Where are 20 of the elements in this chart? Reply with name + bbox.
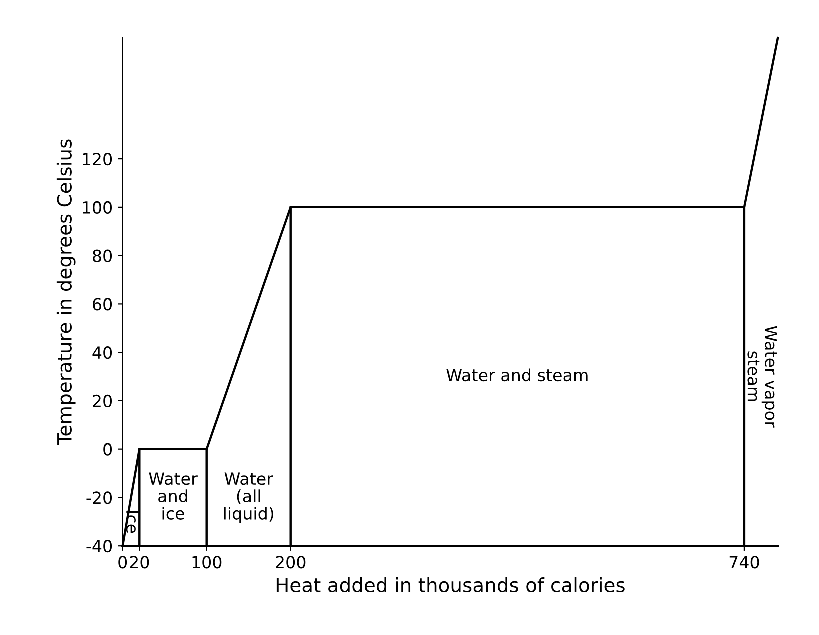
annotation: Water and ice (149, 472, 198, 520)
y-tick-label: 20 (93, 394, 112, 408)
x-tick-label: 20 (130, 556, 150, 569)
annotation: Water vapor steam (748, 326, 778, 428)
annotation: Water and steam (446, 368, 588, 382)
x-tick-label: 740 (730, 556, 760, 569)
y-tick-label: 60 (93, 298, 112, 311)
y-tick-label: -40 (86, 540, 112, 553)
x-tick-label: 200 (276, 556, 306, 569)
y-tick-label: 120 (83, 153, 112, 166)
x-tick-label: 0 (118, 556, 128, 569)
x-axis-title: Heat added in thousands of calories (276, 578, 625, 593)
annotation: Water (all liquid) (224, 472, 274, 524)
y-axis-title: Temperature in degrees Celsius (56, 140, 76, 446)
y-tick-label: -20 (86, 492, 112, 504)
x-tick-label: 100 (192, 556, 222, 569)
y-tick-label: 100 (83, 201, 112, 214)
y-tick-label: 80 (93, 250, 112, 262)
y-tick-label: 0 (104, 443, 112, 456)
y-tick-label: 40 (92, 346, 112, 360)
